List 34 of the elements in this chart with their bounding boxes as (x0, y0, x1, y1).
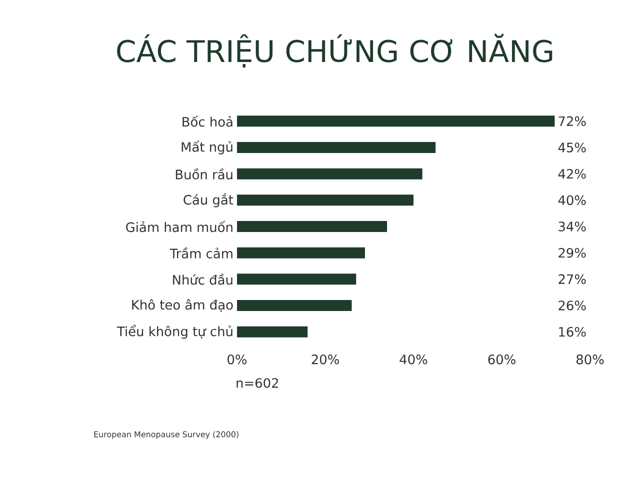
data-label: 40% (558, 195, 586, 206)
y-tick-label: Giảm ham muốn (126, 220, 232, 232)
x-tick-label: 0% (228, 354, 247, 364)
y-tick-label: Khô teo âm đạo (132, 299, 233, 312)
y-tick-label: Cáu gắt (184, 193, 234, 208)
x-tick-label: 40% (400, 354, 428, 364)
bar (237, 300, 352, 312)
data-label: 26% (558, 300, 586, 310)
y-tick-label: Nhức đầu (173, 274, 232, 285)
data-label: 45% (558, 142, 586, 152)
data-label: 34% (558, 222, 586, 232)
data-label: 16% (559, 326, 586, 337)
y-tick-label: Mất ngủ (182, 140, 232, 154)
bar (237, 116, 555, 127)
y-tick-label: Trầm cảm (170, 247, 232, 258)
bar (237, 168, 422, 180)
data-label: 42% (558, 168, 586, 179)
y-tick-label: Tiểu không tự chủ (116, 324, 232, 339)
data-label: 27% (558, 274, 586, 284)
bar (237, 274, 356, 285)
y-tick-label: Bốc hoả (182, 116, 232, 127)
text: n=602 (236, 378, 278, 388)
bar (237, 221, 388, 232)
x-tick-label: 80% (576, 354, 604, 364)
data-label: 29% (558, 248, 586, 258)
bar (237, 194, 414, 206)
y-tick-label: Buồn rầu (176, 168, 232, 180)
x-tick-label: 60% (488, 354, 516, 364)
bar (237, 142, 436, 154)
bar (237, 247, 365, 258)
bar (237, 326, 308, 338)
chart-title: CÁC TRIỆU CHỨNG CƠ NĂNG (117, 34, 552, 68)
x-tick-label: 20% (312, 354, 339, 364)
data-label: 72% (558, 116, 586, 126)
